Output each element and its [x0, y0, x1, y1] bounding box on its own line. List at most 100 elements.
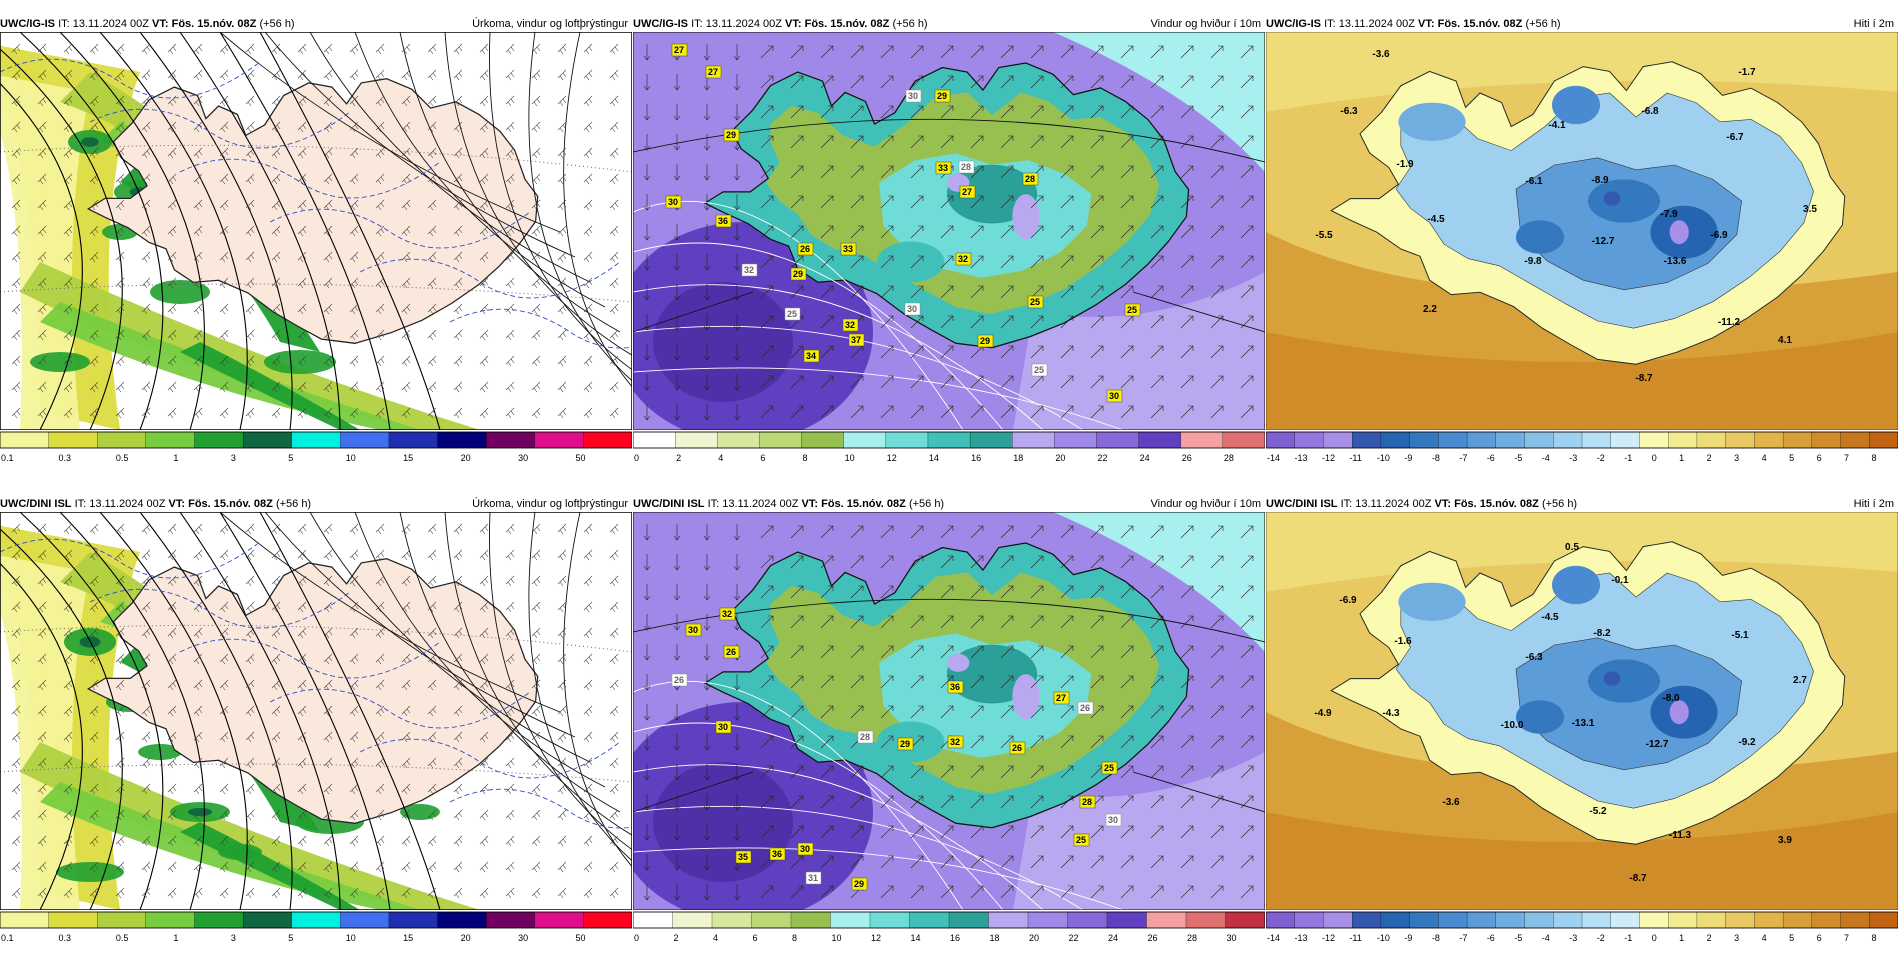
model-name: UWC/IG-IS [0, 18, 55, 30]
wind-map: 32 30 26 26 30 36 27 28 29 32 26 26 25 28 25 30 35 36 30 31… [633, 512, 1265, 910]
valid-time: VT: Fös. 15.nóv. 08Z [1434, 498, 1539, 510]
temperature-label: -9.8 [1524, 256, 1542, 267]
scale-tick-label: 0.5 [116, 933, 129, 943]
scale-tick-label: 28 [1224, 453, 1234, 463]
gust-label-box [769, 847, 786, 861]
lead-time: (+56 h) [1525, 18, 1561, 30]
temperature-label: -6.1 [1525, 176, 1543, 187]
scale-tick-label: 6 [760, 453, 765, 463]
scale-tick-label: -10 [1377, 453, 1390, 463]
gust-label: 25 [787, 309, 797, 319]
temperature-label: -6.3 [1525, 652, 1543, 663]
gust-label: 29 [793, 269, 803, 279]
gust-label: 25 [1034, 365, 1044, 375]
scale-tick-label: 4 [1762, 453, 1767, 463]
color-scale: -14 -13 -12 -11 -10 -9 -8 -7 -6 -5 -4 -3 -2 -1 0 1 2 3 4 5 6… [1266, 430, 1898, 468]
color-scale: 0 2 4 6 8 10 12 14 16 18 20 22 24 26 28 30 [633, 910, 1265, 948]
scale-tick-label: 16 [971, 453, 981, 463]
scale-tick-label: 1 [173, 933, 178, 943]
gust-label: 29 [726, 130, 736, 140]
scale-tick-label: -8 [1432, 453, 1440, 463]
scale-tick-label: -6 [1487, 933, 1495, 943]
gust-label-box [934, 89, 951, 103]
scale-tick-label: 0.3 [58, 453, 71, 463]
scale-tick-label: 8 [803, 453, 808, 463]
gust-label: 32 [958, 254, 968, 264]
temperature-label: -8.2 [1593, 628, 1611, 639]
scale-tick-label: 22 [1069, 933, 1079, 943]
scale-tick-label: 6 [1817, 933, 1822, 943]
gust-label-box [784, 307, 801, 321]
gust-label: 33 [938, 163, 948, 173]
gust-label-box [723, 645, 740, 659]
scale-tick-label: -6 [1487, 453, 1495, 463]
scale-tick-label: 15 [403, 933, 413, 943]
gust-label-box [735, 850, 752, 864]
scale-tick-label: 50 [576, 453, 586, 463]
gust-label-box [857, 730, 874, 744]
wind-map: 27 27 29 30 29 27 33 28 28 30 36 32 26 29 33 25 34 32 37 30… [633, 32, 1265, 430]
scale-tick-label: 4 [718, 453, 723, 463]
panel-header: UWC/DINI ISL IT: 13.11.2024 00Z VT: Fös.… [0, 494, 632, 514]
model-name: UWC/DINI ISL [1266, 498, 1338, 510]
scale-tick-label: 12 [871, 933, 881, 943]
temperature-label: -10.0 [1501, 720, 1524, 731]
gust-label-box [842, 318, 859, 332]
scale-tick-label: -1 [1624, 453, 1632, 463]
scale-tick-label: 20 [461, 933, 471, 943]
scale-tick-label: 26 [1148, 933, 1158, 943]
scale-tick-label: 18 [1013, 453, 1023, 463]
init-time: IT: 13.11.2024 00Z [58, 18, 149, 30]
scale-tick-label: -11 [1349, 453, 1361, 463]
color-scale: 0.1 0.3 0.5 1 3 5 10 15 20 30 50 [0, 910, 632, 948]
scale-tick-label: 1 [173, 453, 178, 463]
temperature-label: -9.2 [1738, 737, 1756, 748]
temperature-map: 0.5 -6.9 -4.5 -0.1 -1.6 -6.3 -8.2 -5.1 2.7 -4.9 -4… [1266, 512, 1898, 910]
gust-label: 30 [907, 304, 917, 314]
panel-wind-dini: UWC/DINI ISL IT: 13.11.2024 00Z VT: Fös.… [633, 494, 1265, 954]
scale-tick-label: 16 [950, 933, 960, 943]
color-scale: 0 2 4 6 8 10 12 14 16 18 20 22 24 26 28 [633, 430, 1265, 468]
valid-time: VT: Fös. 15.nóv. 08Z [801, 498, 906, 510]
scale-tick-label: -12 [1322, 933, 1335, 943]
gust-label: 36 [950, 682, 960, 692]
panel-precip-igis: UWC/IG-IS IT: 13.11.2024 00Z VT: Fös. 15… [0, 14, 632, 474]
lead-time: (+56 h) [1541, 498, 1578, 510]
temperature-label: -3.6 [1372, 49, 1390, 60]
scale-tick-label: 10 [346, 453, 356, 463]
scale-tick-label: -14 [1267, 453, 1280, 463]
scale-tick-label: -3 [1569, 933, 1577, 943]
scale-tick-label: 10 [832, 933, 842, 943]
scale-tick-label: 24 [1108, 933, 1118, 943]
gust-label-box [1106, 389, 1123, 403]
scale-tick-label: 50 [576, 933, 586, 943]
model-name: UWC/IG-IS [1266, 18, 1321, 30]
temperature-label: -8.7 [1635, 373, 1653, 384]
scale-tick-label: 6 [753, 933, 758, 943]
gust-label: 26 [1012, 743, 1022, 753]
gust-label: 28 [961, 162, 971, 172]
scale-tick-label: -1 [1624, 933, 1632, 943]
scale-tick-label: 20 [1029, 933, 1039, 943]
scale-tick-label: -9 [1404, 933, 1412, 943]
gust-label-box [958, 160, 975, 174]
temperature-label: -12.7 [1646, 739, 1669, 750]
init-time: IT: 13.11.2024 00Z [74, 498, 166, 510]
temperature-map: -3.6 -1.7 -6.3 -4.1 -6.8 -6.7 -1.9 -6.1 -8.9 -7.9… [1266, 32, 1898, 430]
gust-label: 32 [744, 265, 754, 275]
valid-time: VT: Fös. 15.nóv. 08Z [785, 18, 890, 30]
gust-label: 30 [1109, 391, 1119, 401]
gust-label: 25 [1030, 297, 1040, 307]
scale-tick-label: 2 [1707, 453, 1712, 463]
scale-tick-label: 2 [674, 933, 679, 943]
panel-wind-igis: UWC/IG-IS IT: 13.11.2024 00Z VT: Fös. 15… [633, 14, 1265, 474]
gust-label-box [959, 185, 976, 199]
temperature-label: -6.8 [1641, 106, 1659, 117]
scale-tick-label: 0 [634, 933, 639, 943]
lead-time: (+56 h) [908, 498, 945, 510]
panel-title: Vindur og hviður í 10m [1150, 18, 1261, 30]
temperature-label: -11.3 [1669, 830, 1692, 841]
temperature-label: -13.1 [1572, 718, 1595, 729]
scale-tick-label: 3 [1734, 453, 1739, 463]
temperature-label: -6.7 [1726, 132, 1744, 143]
